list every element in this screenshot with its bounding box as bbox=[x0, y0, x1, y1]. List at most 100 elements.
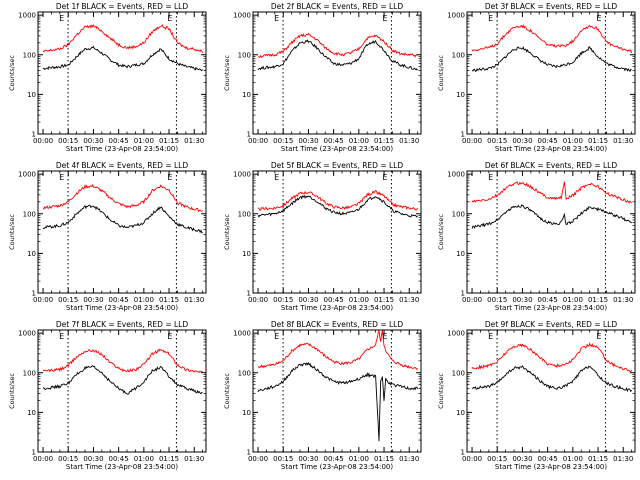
time-marker-label: E bbox=[382, 173, 387, 182]
x-tick-label: 00:15 bbox=[487, 455, 507, 463]
x-tick-label: 00:00 bbox=[33, 137, 53, 145]
y-tick-label: 10 bbox=[242, 409, 251, 417]
x-axis-label: Start Time (23-Apr-08 23:54:00) bbox=[66, 463, 178, 471]
x-tick-label: 00:15 bbox=[487, 137, 507, 145]
y-tick-label: 1000 bbox=[18, 12, 36, 20]
x-tick-label: 00:15 bbox=[487, 296, 507, 304]
x-tick-label: 01:00 bbox=[134, 296, 154, 304]
x-tick-label: 01:15 bbox=[588, 137, 608, 145]
detector-panel: Det 7f BLACK = Events, RED = LLD 00:00 00:… bbox=[8, 320, 207, 471]
y-tick-label: 10 bbox=[27, 250, 36, 258]
time-marker-label: E bbox=[59, 332, 64, 341]
time-marker-label: E bbox=[596, 14, 601, 23]
x-tick-label: 01:30 bbox=[613, 296, 633, 304]
time-marker-label: E bbox=[167, 14, 172, 23]
x-tick-label: 01:30 bbox=[184, 296, 204, 304]
y-tick-label: 1000 bbox=[447, 330, 465, 338]
y-axis-label: Counts/sec bbox=[223, 214, 231, 250]
y-tick-label: 1000 bbox=[18, 330, 36, 338]
x-tick-label: 01:15 bbox=[374, 137, 394, 145]
x-tick-label: 00:45 bbox=[109, 137, 129, 145]
y-tick-label: 1000 bbox=[447, 12, 465, 20]
x-tick-label: 00:00 bbox=[462, 296, 482, 304]
x-tick-label: 00:00 bbox=[462, 137, 482, 145]
y-axis-label: Counts/sec bbox=[8, 55, 16, 91]
x-axis-label: Start Time (23-Apr-08 23:54:00) bbox=[281, 145, 393, 153]
x-tick-label: 00:15 bbox=[58, 296, 78, 304]
events-series-line bbox=[42, 45, 203, 72]
plot-frame bbox=[466, 11, 636, 135]
x-tick-label: 00:15 bbox=[273, 137, 293, 145]
time-marker-label: E bbox=[382, 332, 387, 341]
time-marker-label: E bbox=[274, 14, 279, 23]
y-tick-label: 10 bbox=[27, 91, 36, 99]
detector-panel: Det 2f BLACK = Events, RED = LLD 00:00 00:… bbox=[223, 2, 422, 153]
time-marker-label: E bbox=[167, 332, 172, 341]
time-marker-label: E bbox=[488, 332, 493, 341]
y-tick-label: 100 bbox=[23, 369, 36, 377]
x-tick-label: 00:45 bbox=[324, 455, 344, 463]
x-tick-label: 00:00 bbox=[33, 296, 53, 304]
plot-frame bbox=[37, 170, 207, 294]
x-tick-label: 00:00 bbox=[33, 455, 53, 463]
x-tick-label: 00:45 bbox=[538, 137, 558, 145]
x-tick-label: 00:45 bbox=[109, 296, 129, 304]
x-tick-label: 00:30 bbox=[512, 296, 532, 304]
y-axis-label: Counts/sec bbox=[223, 55, 231, 91]
lld-series-line bbox=[257, 32, 418, 59]
x-tick-label: 01:00 bbox=[134, 137, 154, 145]
panel-title: Det 6f BLACK = Events, RED = LLD bbox=[485, 161, 618, 170]
events-series-line bbox=[42, 365, 203, 395]
x-tick-label: 00:45 bbox=[324, 137, 344, 145]
detector-panel: Det 3f BLACK = Events, RED = LLD 00:00 00:… bbox=[437, 2, 636, 153]
y-axis-label: Counts/sec bbox=[437, 373, 445, 409]
detector-panel: Det 5f BLACK = Events, RED = LLD 00:00 00:… bbox=[223, 161, 422, 312]
y-tick-label: 1000 bbox=[233, 330, 251, 338]
plot-frame bbox=[252, 329, 422, 453]
y-tick-label: 10 bbox=[456, 250, 465, 258]
x-tick-label: 01:30 bbox=[613, 455, 633, 463]
plot-frame bbox=[252, 170, 422, 294]
x-tick-label: 01:30 bbox=[184, 137, 204, 145]
events-series-line bbox=[471, 204, 632, 229]
x-tick-label: 00:30 bbox=[512, 455, 532, 463]
x-tick-label: 00:00 bbox=[462, 455, 482, 463]
x-tick-label: 00:00 bbox=[248, 296, 268, 304]
x-tick-label: 00:30 bbox=[298, 137, 318, 145]
y-tick-label: 1000 bbox=[447, 171, 465, 179]
x-tick-label: 01:00 bbox=[563, 137, 583, 145]
y-axis-label: Counts/sec bbox=[8, 373, 16, 409]
lld-series-line bbox=[471, 181, 632, 204]
time-marker-label: E bbox=[596, 173, 601, 182]
y-axis-label: Counts/sec bbox=[437, 55, 445, 91]
y-tick-label: 10 bbox=[242, 91, 251, 99]
x-axis-label: Start Time (23-Apr-08 23:54:00) bbox=[495, 145, 607, 153]
x-tick-label: 00:30 bbox=[298, 455, 318, 463]
plot-frame bbox=[37, 11, 207, 135]
lld-series-line bbox=[257, 189, 418, 211]
plot-frame bbox=[252, 11, 422, 135]
x-tick-label: 00:00 bbox=[248, 137, 268, 145]
x-tick-label: 00:00 bbox=[248, 455, 268, 463]
x-axis-label: Start Time (23-Apr-08 23:54:00) bbox=[281, 304, 393, 312]
y-tick-label: 100 bbox=[452, 51, 465, 59]
y-tick-label: 10 bbox=[27, 409, 36, 417]
time-marker-label: E bbox=[596, 332, 601, 341]
x-tick-label: 00:30 bbox=[298, 296, 318, 304]
x-tick-label: 01:15 bbox=[588, 296, 608, 304]
y-tick-label: 10 bbox=[456, 91, 465, 99]
x-tick-label: 01:00 bbox=[349, 137, 369, 145]
y-tick-label: 1 bbox=[32, 290, 36, 298]
y-tick-label: 100 bbox=[238, 369, 251, 377]
x-tick-label: 01:30 bbox=[399, 455, 419, 463]
x-tick-label: 00:15 bbox=[273, 296, 293, 304]
detector-panel: Det 8f BLACK = Events, RED = LLD 00:00 00:… bbox=[223, 320, 422, 471]
y-axis-label: Counts/sec bbox=[8, 214, 16, 250]
plot-frame bbox=[466, 329, 636, 453]
y-tick-label: 1 bbox=[247, 290, 251, 298]
x-tick-label: 00:15 bbox=[58, 137, 78, 145]
y-tick-label: 100 bbox=[452, 369, 465, 377]
y-tick-label: 100 bbox=[23, 51, 36, 59]
x-axis-label: Start Time (23-Apr-08 23:54:00) bbox=[66, 304, 178, 312]
lld-series-line bbox=[471, 342, 632, 372]
